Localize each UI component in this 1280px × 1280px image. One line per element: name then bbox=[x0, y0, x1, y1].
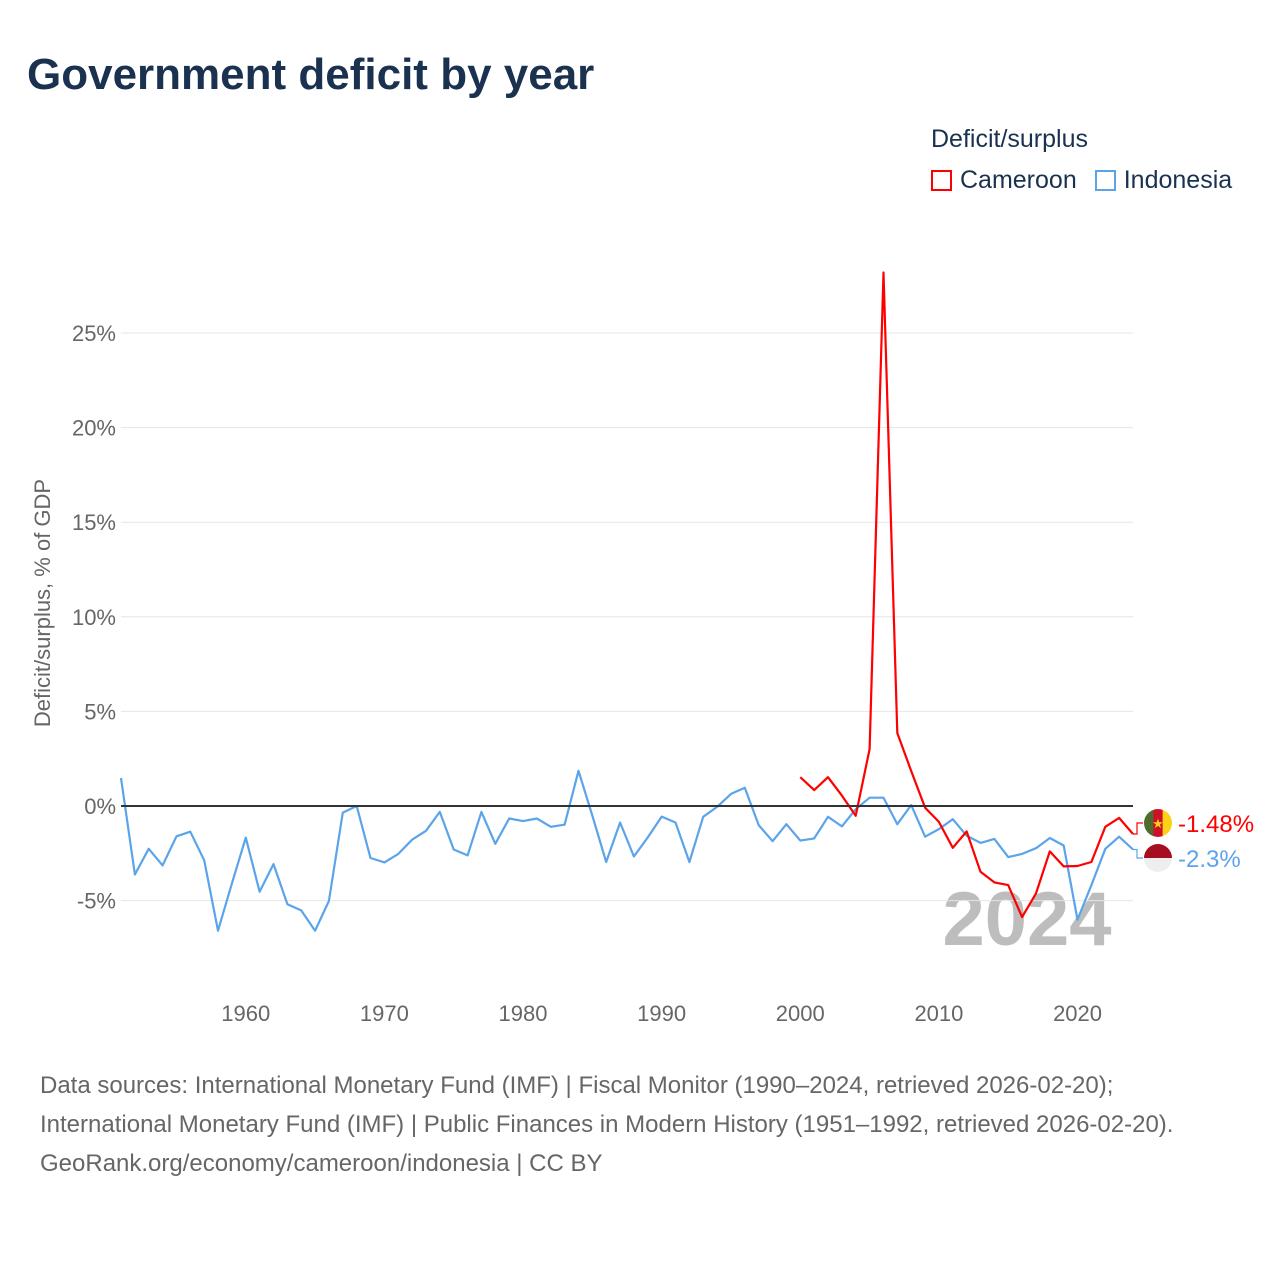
y-tick-label: 0% bbox=[84, 794, 116, 819]
chart-title: Government deficit by year bbox=[27, 50, 595, 99]
legend-swatch-cameroon bbox=[931, 170, 952, 191]
legend-item-indonesia[interactable]: Indonesia bbox=[1094, 166, 1233, 195]
credit-link[interactable]: GeoRank.org/economy/cameroon/indonesia |… bbox=[40, 1150, 603, 1177]
y-axis-label: Deficit/surplus, % of GDP bbox=[30, 479, 55, 727]
x-tick-label: 2010 bbox=[914, 1001, 963, 1026]
svg-text:★: ★ bbox=[1152, 816, 1164, 831]
end-value-label: -2.3% bbox=[1178, 846, 1241, 873]
x-tick-label: 1960 bbox=[221, 1001, 270, 1026]
y-tick-label: 20% bbox=[72, 416, 116, 441]
legend: Cameroon Indonesia bbox=[931, 166, 1232, 195]
legend-title: Deficit/surplus bbox=[931, 125, 1088, 153]
footer: Data sources: International Monetary Fun… bbox=[40, 1066, 1240, 1183]
legend-label: Cameroon bbox=[960, 166, 1077, 194]
y-tick-label: 15% bbox=[72, 510, 116, 535]
x-tick-label: 1990 bbox=[637, 1001, 686, 1026]
end-connector bbox=[1133, 822, 1143, 835]
data-sources: Data sources: International Monetary Fun… bbox=[40, 1072, 1174, 1138]
y-tick-label: 5% bbox=[84, 699, 116, 724]
end-value-label: -1.48% bbox=[1178, 811, 1254, 838]
legend-label: Indonesia bbox=[1123, 166, 1233, 194]
x-tick-label: 1970 bbox=[360, 1001, 409, 1026]
x-tick-label: 2020 bbox=[1053, 1001, 1102, 1026]
x-tick-label: 2000 bbox=[776, 1001, 825, 1026]
series-line-cameroon bbox=[799, 271, 1134, 919]
y-tick-label: 25% bbox=[72, 321, 116, 346]
indonesia-flag-icon bbox=[1144, 844, 1172, 872]
x-tick-label: 1980 bbox=[499, 1001, 548, 1026]
legend-swatch-indonesia bbox=[1094, 170, 1116, 191]
y-tick-label: 10% bbox=[72, 605, 116, 630]
y-tick-label: -5% bbox=[77, 889, 116, 914]
end-connector bbox=[1133, 848, 1143, 859]
year-watermark: 2024 bbox=[942, 877, 1111, 962]
cameroon-flag-icon: ★ bbox=[1144, 809, 1172, 837]
legend-item-cameroon[interactable]: Cameroon bbox=[931, 166, 1077, 195]
